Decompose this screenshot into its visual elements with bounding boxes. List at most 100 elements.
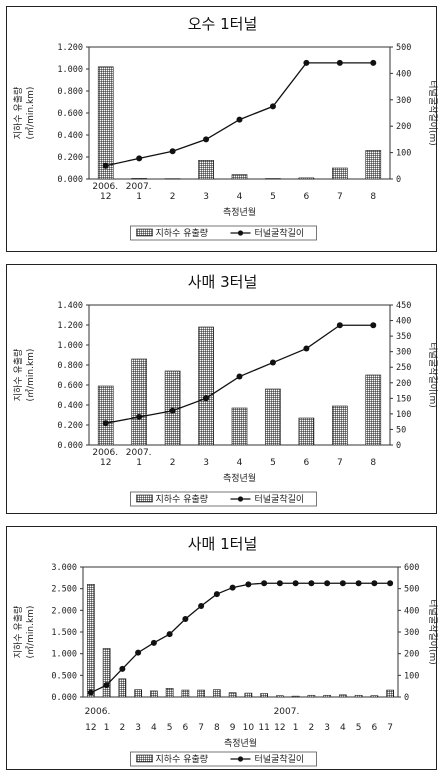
- point-tunnel-excavation-length: [102, 162, 109, 169]
- y-left-tick-label: 0.500: [51, 671, 77, 681]
- y-left-axis-title: 지하수 유출량: [12, 606, 24, 659]
- x-year-label: 2006.: [85, 707, 111, 717]
- point-tunnel-excavation-length: [203, 395, 210, 402]
- y-left-axis-title: 지하수 유출량: [12, 87, 24, 140]
- y-right-axis-title: 터널굴착길이(m): [427, 342, 438, 407]
- x-tick-label: 4: [237, 192, 243, 202]
- x-tick-label: 8: [370, 458, 376, 468]
- y-left-tick-label: 1.000: [51, 650, 77, 660]
- y-right-tick-label: 300: [396, 96, 411, 106]
- point-tunnel-excavation-length: [308, 580, 315, 587]
- x-tick-label: 2: [120, 723, 126, 733]
- point-tunnel-excavation-length: [303, 345, 310, 352]
- point-tunnel-excavation-length: [370, 322, 377, 329]
- y-right-tick-label: 300: [404, 628, 419, 638]
- x-tick-label: 2: [170, 458, 176, 468]
- point-tunnel-excavation-length: [236, 373, 243, 380]
- legend-box: [130, 225, 317, 241]
- x-tick-label: 7: [387, 723, 393, 733]
- x-axis-title: 측정년월: [223, 206, 256, 218]
- bar-groundwater-outflow: [97, 385, 114, 446]
- legend-bar-label: 지하수 유출량: [156, 493, 209, 505]
- bar-groundwater-outflow: [150, 690, 158, 698]
- bar-groundwater-outflow: [265, 388, 281, 446]
- y-right-tick-label: 0: [396, 175, 401, 185]
- x-tick-label: 1: [136, 192, 142, 202]
- x-tick-label: 3: [203, 458, 209, 468]
- bar-groundwater-outflow: [134, 689, 142, 698]
- x-tick-label: 1: [136, 458, 142, 468]
- x-tick-label: 5: [270, 192, 276, 202]
- legend-line-label: 터널굴착길이: [255, 494, 305, 505]
- bar-groundwater-outflow: [97, 66, 114, 180]
- y-right-tick-label: 50: [396, 425, 406, 435]
- y-left-tick-label: 1.200: [57, 43, 83, 53]
- y-right-tick-label: 0: [396, 441, 401, 451]
- x-year-label: 2006.: [92, 182, 118, 192]
- point-tunnel-excavation-length: [136, 414, 143, 420]
- y-right-tick-label: 100: [396, 410, 411, 420]
- x-tick-label: 3: [324, 723, 330, 733]
- y-right-tick-label: 200: [396, 122, 411, 132]
- point-tunnel-excavation-length: [198, 603, 205, 609]
- y-right-tick-label: 400: [404, 606, 419, 616]
- legend-bar-label: 지하수 유출량: [156, 227, 209, 239]
- x-tick-label: 2: [170, 192, 176, 202]
- x-axis-title: 측정년월: [224, 737, 257, 749]
- x-tick-label: 11: [258, 723, 269, 733]
- bar-groundwater-outflow: [198, 160, 214, 180]
- y-left-tick-label: 0.200: [57, 421, 83, 431]
- bar-groundwater-outflow: [370, 695, 379, 698]
- y-right-tick-label: 0: [404, 693, 409, 703]
- bar-groundwater-outflow: [165, 688, 174, 698]
- chart-title: 사매 1터널: [188, 535, 258, 553]
- bar-groundwater-outflow: [131, 358, 147, 446]
- point-tunnel-excavation-length: [135, 649, 142, 656]
- point-tunnel-excavation-length: [336, 59, 343, 66]
- point-tunnel-excavation-length: [166, 631, 173, 638]
- legend-bar-swatch: [136, 754, 153, 763]
- point-tunnel-excavation-length: [276, 580, 283, 587]
- point-tunnel-excavation-length: [387, 580, 394, 587]
- x-tick-label: 8: [214, 723, 220, 733]
- x-year-label: 2007.: [274, 707, 300, 717]
- y-left-tick-label: 0.000: [51, 693, 77, 703]
- bar-groundwater-outflow: [386, 689, 394, 698]
- bar-groundwater-outflow: [131, 178, 147, 180]
- y-right-tick-label: 350: [396, 332, 411, 342]
- y-right-tick-label: 400: [396, 69, 411, 79]
- bar-groundwater-outflow: [354, 694, 363, 698]
- x-tick-label: 6: [372, 723, 378, 733]
- x-year-label: 2007.: [126, 448, 152, 458]
- y-right-tick-label: 500: [404, 585, 419, 595]
- point-tunnel-excavation-length: [292, 580, 299, 587]
- x-tick-label: 10: [243, 723, 255, 733]
- point-tunnel-excavation-length: [245, 581, 252, 588]
- y-left-tick-label: 1.400: [57, 301, 83, 311]
- point-tunnel-excavation-length: [269, 359, 276, 366]
- y-left-tick-label: 0.800: [57, 87, 83, 97]
- chart-panel-samae-1: 사매 1터널 0.000 0.500 1.000 1.500 2.000 2.500 3.00…: [6, 526, 438, 770]
- x-tick-label: 4: [340, 723, 346, 733]
- legend-line-marker: [237, 756, 244, 762]
- bar-groundwater-outflow: [102, 648, 111, 698]
- x-tick-label: 7: [337, 458, 343, 468]
- y-right-tick-label: 600: [404, 563, 419, 573]
- y-left-tick-label: 2.500: [51, 585, 77, 595]
- legend-line-marker: [237, 230, 244, 236]
- bar-groundwater-outflow: [291, 695, 300, 698]
- bar-groundwater-outflow: [307, 694, 316, 698]
- y-left-tick-label: 1.500: [51, 628, 77, 638]
- y-right-tick-label: 200: [404, 650, 419, 660]
- y-right-tick-label: 500: [396, 43, 411, 53]
- point-tunnel-excavation-length: [136, 155, 143, 162]
- x-tick-label: 9: [230, 723, 236, 733]
- y-left-tick-label: 3.000: [51, 563, 77, 573]
- x-tick-label: 12: [85, 723, 96, 733]
- point-tunnel-excavation-length: [119, 665, 126, 672]
- point-tunnel-excavation-length: [213, 591, 220, 598]
- bar-groundwater-outflow: [213, 689, 221, 698]
- line-tunnel-excavation-length: [90, 582, 391, 694]
- y-right-tick-label: 250: [396, 363, 411, 373]
- point-tunnel-excavation-length: [103, 682, 110, 689]
